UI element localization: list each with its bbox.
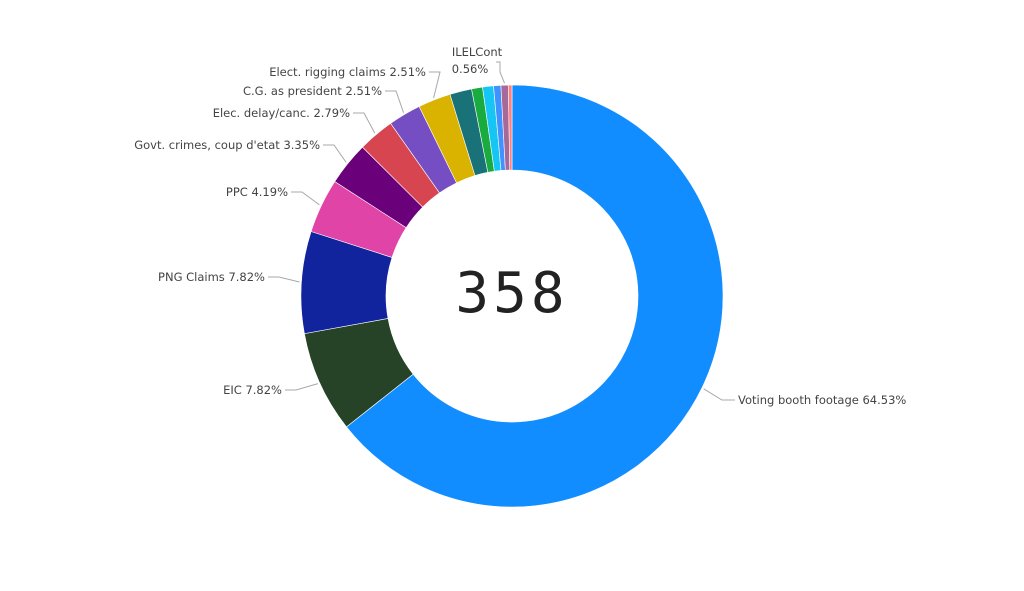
slice-label-voting-booth-footage: Voting booth footage 64.53% [738, 393, 906, 407]
slice-label-ilelcont-value: 0.56% [452, 62, 489, 76]
slice-label-govt-crimes-coup-d-etat: Govt. crimes, coup d'etat 3.35% [134, 138, 320, 152]
leader-line-ilelcont [496, 61, 505, 84]
leader-line-png-claims [268, 276, 300, 283]
slice-group [300, 84, 724, 508]
slice-label-png-claims: PNG Claims 7.82% [158, 270, 265, 284]
slice-label-eic: EIC 7.82% [223, 383, 282, 397]
leader-line-eic [285, 383, 319, 391]
leader-line-c-g-as-president [385, 90, 405, 113]
label-group: Voting booth footage 64.53% EIC 7.82% PNG … [134, 45, 906, 407]
leader-line-ppc [291, 191, 320, 206]
slice-label-elec-delay-canc: Elec. delay/canc. 2.79% [213, 106, 350, 120]
leader-line-voting-booth-footage [703, 388, 735, 401]
slice-label-elect-rigging-claims: Elect. rigging claims 2.51% [269, 65, 426, 79]
slice-label-ppc: PPC 4.19% [226, 185, 288, 199]
slice-unlabeled-13[interactable] [507, 84, 513, 171]
slice-label-ilelcont-name: ILELCont [452, 45, 503, 59]
leader-line-govt-crimes-coup-d-etat [323, 144, 347, 163]
leader-line-elect-rigging-claims [429, 71, 441, 99]
slice-voting-booth-footage-0[interactable] [346, 84, 724, 508]
leader-line-elec-delay-canc [353, 112, 376, 134]
center-total-label: 358 [455, 261, 568, 326]
leader-line-group [268, 61, 735, 401]
slice-label-c-g-as-president: C.G. as president 2.51% [243, 84, 382, 98]
